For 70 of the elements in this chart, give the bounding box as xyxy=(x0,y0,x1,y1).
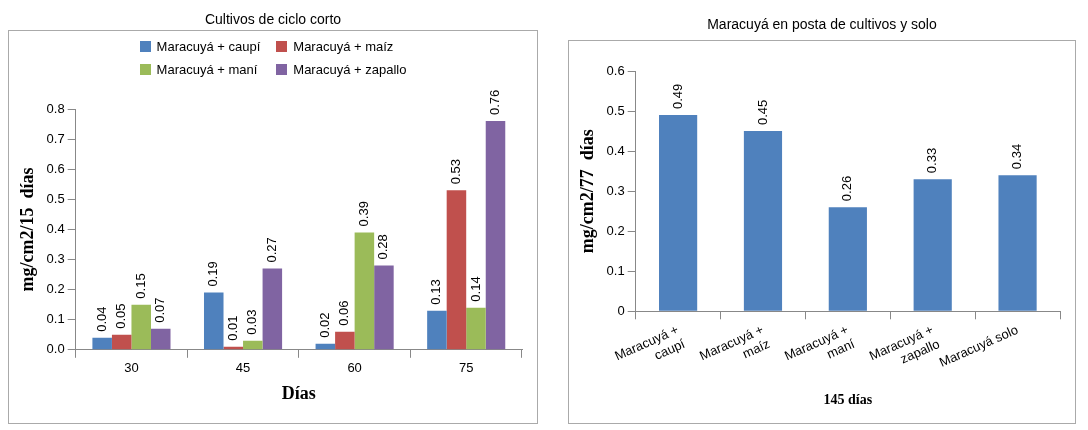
data-label: 0.15 xyxy=(132,273,148,299)
y-axis-title: mg/cm2/77 días xyxy=(577,129,598,254)
y-tick-label: 0.0 xyxy=(46,341,65,357)
bar xyxy=(998,175,1037,311)
data-label: 0.49 xyxy=(669,83,685,110)
data-label: 0.76 xyxy=(487,89,503,116)
legend-label: Maracuyá + zapallo xyxy=(293,62,407,77)
bar xyxy=(485,121,506,350)
bar xyxy=(131,304,151,350)
data-label: 0.13 xyxy=(428,279,444,305)
data-label: 0.14 xyxy=(467,276,483,302)
y-tick-label: 0.3 xyxy=(606,182,625,198)
y-tick-label: 0.2 xyxy=(606,222,625,238)
data-label: 0.07 xyxy=(152,297,168,323)
bar xyxy=(427,310,447,350)
x-axis-title: 145 días xyxy=(823,392,873,408)
data-label: 0.04 xyxy=(93,306,109,332)
y-tick-label: 0.7 xyxy=(46,130,65,146)
data-label: 0.34 xyxy=(1009,143,1025,170)
bar xyxy=(466,307,486,350)
bar xyxy=(659,115,698,311)
bar xyxy=(828,207,867,311)
y-tick-label: 0.8 xyxy=(46,100,65,116)
data-label: 0.05 xyxy=(113,303,129,329)
data-label: 0.39 xyxy=(355,201,371,227)
y-tick-label: 0.1 xyxy=(46,311,65,327)
y-tick-label: 0.2 xyxy=(46,281,65,297)
legend-label: Maracuyá + caupí xyxy=(156,39,261,54)
chart-title: Maracuyá en posta de cultivos y solo xyxy=(706,15,938,34)
bar xyxy=(354,232,375,350)
data-label: 0.01 xyxy=(224,315,240,341)
x-axis-title: Días xyxy=(281,382,316,403)
data-label: 0.27 xyxy=(263,237,279,263)
y-axis-title: mg/cm2/15 días xyxy=(17,167,38,292)
data-label: 0.26 xyxy=(839,175,855,202)
chart-title: Cultivos de ciclo corto xyxy=(203,10,343,29)
data-label: 0.06 xyxy=(336,300,352,326)
y-tick-label: 0.4 xyxy=(606,142,625,158)
x-tick-label: 75 xyxy=(458,360,474,376)
y-tick-label: 0 xyxy=(617,302,625,318)
data-label: 0.19 xyxy=(205,261,221,287)
bar xyxy=(913,179,952,311)
x-tick-label: 30 xyxy=(124,360,139,376)
bar xyxy=(111,334,132,350)
y-tick-label: 0.4 xyxy=(46,220,65,236)
bar xyxy=(743,131,783,311)
bar xyxy=(335,331,355,350)
y-tick-label: 0.1 xyxy=(606,262,625,278)
bar xyxy=(262,268,283,350)
bar xyxy=(374,265,394,350)
data-label: 0.33 xyxy=(924,147,940,174)
legend-label: Maracuyá + maíz xyxy=(293,39,394,54)
data-label: 0.45 xyxy=(754,99,770,126)
bar xyxy=(446,190,467,350)
y-tick-label: 0.5 xyxy=(606,102,625,118)
bar xyxy=(203,292,224,350)
y-tick-label: 0.6 xyxy=(46,160,65,176)
y-tick-label: 0.3 xyxy=(46,251,65,267)
data-label: 0.02 xyxy=(316,312,332,338)
legend-label: Maracuyá + maní xyxy=(156,62,258,77)
data-label: 0.53 xyxy=(448,158,464,185)
data-label: 0.28 xyxy=(375,234,391,260)
bar xyxy=(243,340,263,350)
x-tick-label: 45 xyxy=(235,360,251,376)
y-tick-label: 0.5 xyxy=(46,190,65,206)
x-tick-label: 60 xyxy=(347,360,362,376)
y-tick-label: 0.6 xyxy=(606,62,625,78)
bar xyxy=(150,328,171,350)
data-label: 0.03 xyxy=(244,309,260,335)
bar xyxy=(92,337,112,350)
